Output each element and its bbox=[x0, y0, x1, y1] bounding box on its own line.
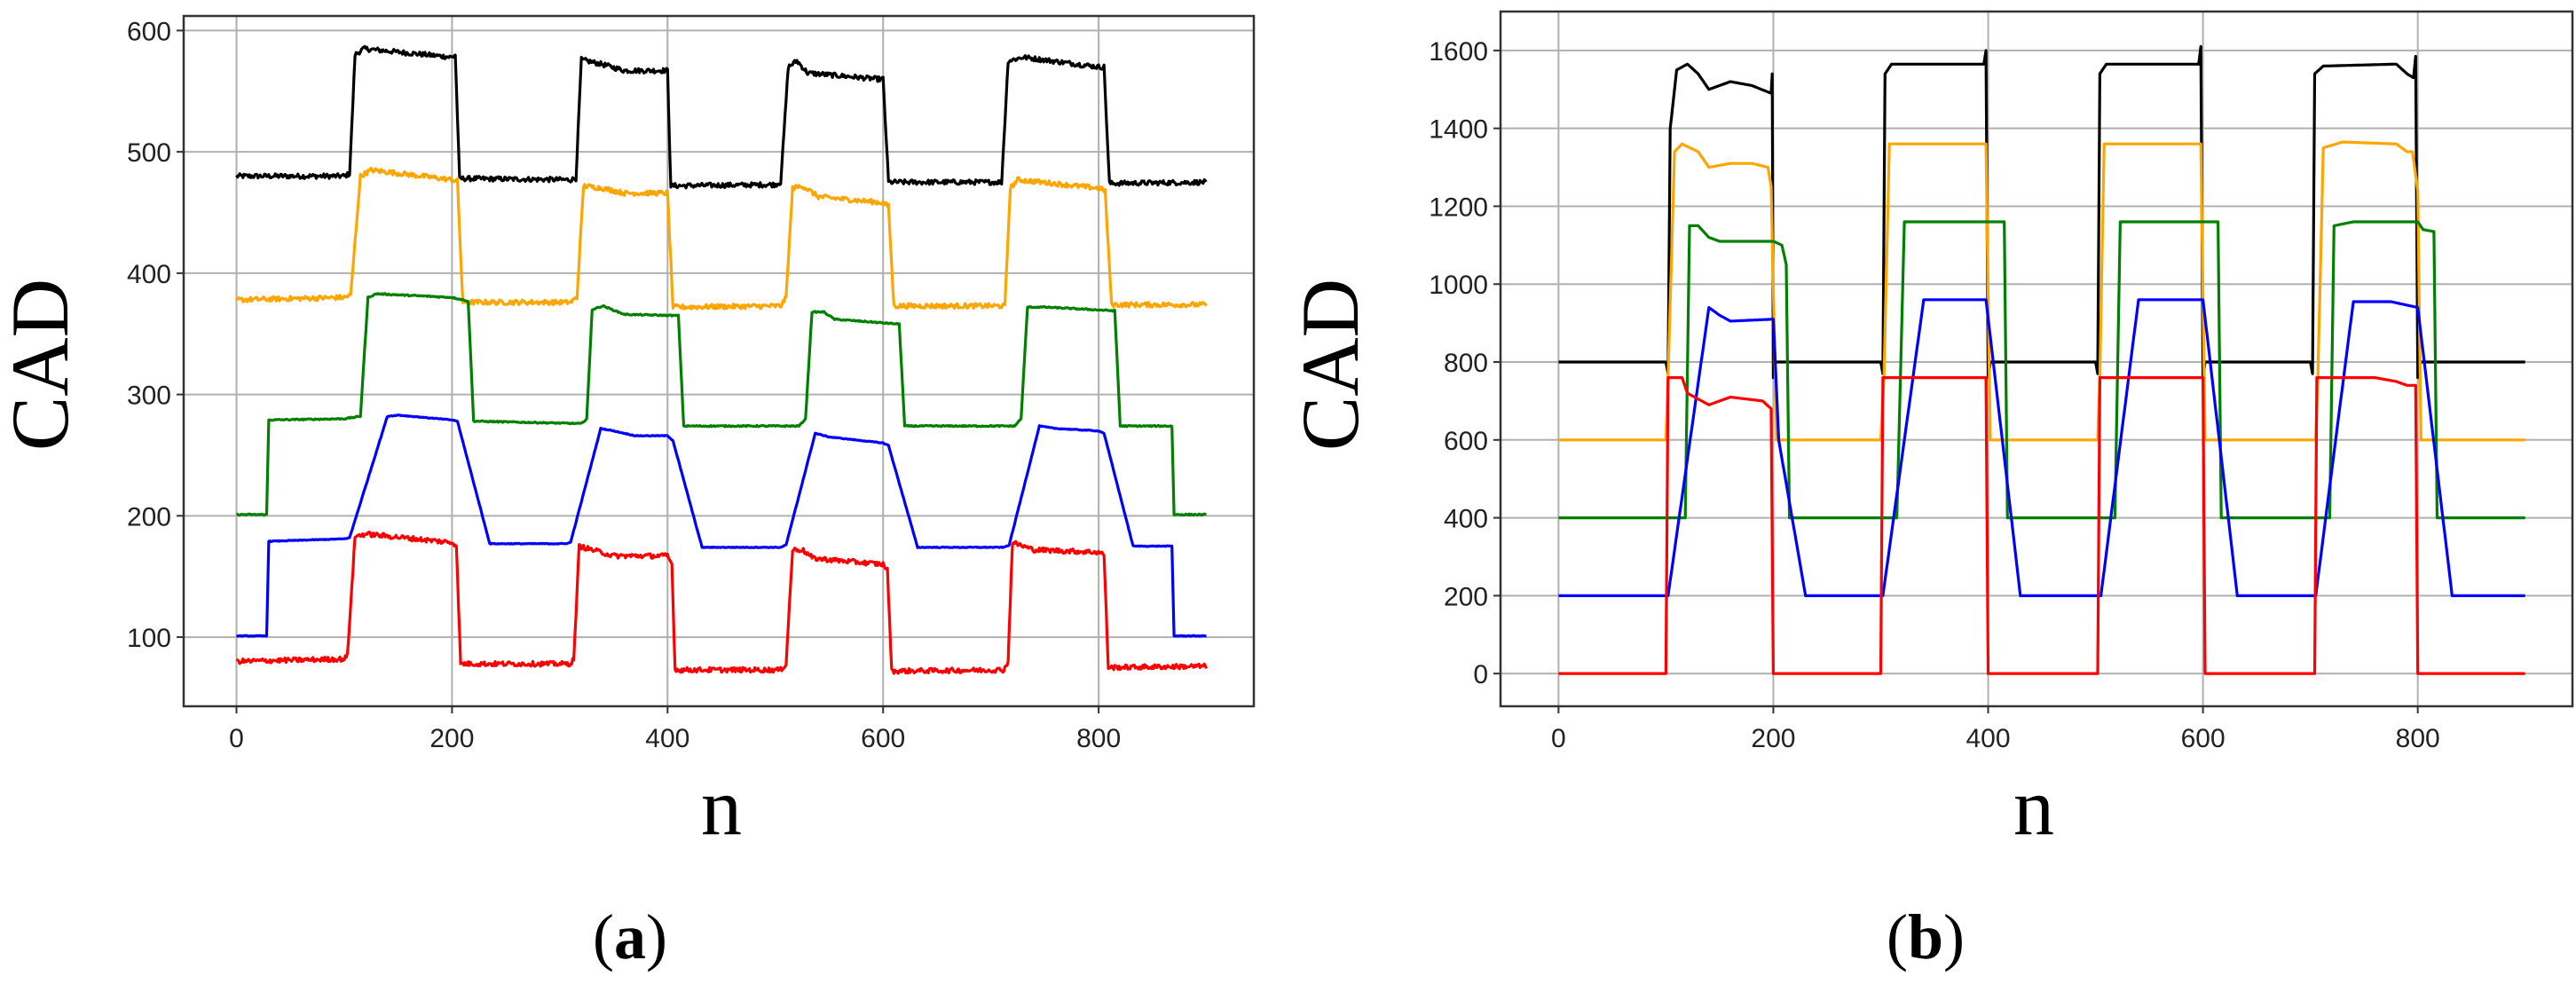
panel-letter-b: b bbox=[1908, 901, 1943, 972]
x-tick-label: 800 bbox=[2396, 724, 2440, 753]
y-tick-label: 0 bbox=[1473, 660, 1488, 689]
y-tick-label: 1600 bbox=[1429, 37, 1488, 67]
ticks-a: 0 200 400 600 800 100 200 300 400 500 600 bbox=[127, 17, 1121, 753]
series-line-orange bbox=[1557, 140, 2526, 442]
panel-letter-a: a bbox=[614, 901, 646, 972]
x-axis-label-a: n bbox=[701, 761, 742, 852]
series-line-green bbox=[1557, 220, 2526, 520]
grid-b bbox=[1501, 12, 2572, 706]
y-tick-label: 800 bbox=[1444, 349, 1488, 378]
y-tick-label: 1000 bbox=[1429, 271, 1488, 300]
x-tick-label: 0 bbox=[1551, 724, 1566, 753]
series-line-black bbox=[235, 44, 1208, 190]
chart-panel-b: 0 200 400 600 800 0 200 400 600 800 1000 1200 1400 16… bbox=[1285, 10, 2574, 972]
series-line-black bbox=[1557, 44, 2526, 380]
x-tick-label: 600 bbox=[861, 724, 905, 753]
chart-panel-a: 0 200 400 600 800 100 200 300 400 500 600 CAD n (a… bbox=[0, 14, 1256, 972]
y-tick-label: 1400 bbox=[1429, 115, 1488, 145]
series-line-blue bbox=[1557, 298, 2526, 598]
y-tick-label: 500 bbox=[127, 138, 171, 168]
y-tick-label: 200 bbox=[1444, 582, 1488, 611]
series-line-green bbox=[236, 292, 1207, 517]
x-tick-label: 200 bbox=[429, 724, 474, 753]
grid-a bbox=[184, 16, 1254, 706]
y-tick-label: 100 bbox=[127, 624, 171, 653]
panel-caption-b: (b) bbox=[1887, 901, 1965, 972]
x-tick-label: 0 bbox=[229, 724, 244, 753]
series-line-blue bbox=[236, 413, 1207, 638]
series-line-red bbox=[235, 531, 1209, 675]
series-a bbox=[235, 44, 1209, 675]
axes-frame-a bbox=[182, 14, 1256, 708]
y-tick-label: 300 bbox=[127, 382, 171, 411]
series-b bbox=[1557, 44, 2526, 675]
ticks-b: 0 200 400 600 800 0 200 400 600 800 1000 1200 1400 16… bbox=[1429, 37, 2439, 753]
series-line-red bbox=[1557, 376, 2526, 675]
y-tick-label: 400 bbox=[1444, 505, 1488, 534]
y-tick-label: 600 bbox=[127, 17, 171, 46]
y-tick-label: 200 bbox=[127, 502, 171, 531]
series-line-orange bbox=[235, 166, 1208, 311]
y-tick-label: 600 bbox=[1444, 427, 1488, 456]
y-tick-label: 1200 bbox=[1429, 193, 1488, 222]
x-tick-label: 400 bbox=[1965, 724, 2010, 753]
y-axis-label-a: CAD bbox=[0, 279, 85, 451]
x-tick-label: 400 bbox=[645, 724, 689, 753]
x-tick-label: 800 bbox=[1076, 724, 1121, 753]
y-axis-label-b: CAD bbox=[1285, 279, 1375, 451]
x-axis-label-b: n bbox=[2013, 761, 2054, 852]
axes-frame-b bbox=[1499, 10, 2574, 708]
x-tick-label: 200 bbox=[1751, 724, 1795, 753]
y-tick-label: 400 bbox=[127, 260, 171, 289]
x-tick-label: 600 bbox=[2181, 724, 2225, 753]
panel-caption-a: (a) bbox=[593, 901, 667, 972]
